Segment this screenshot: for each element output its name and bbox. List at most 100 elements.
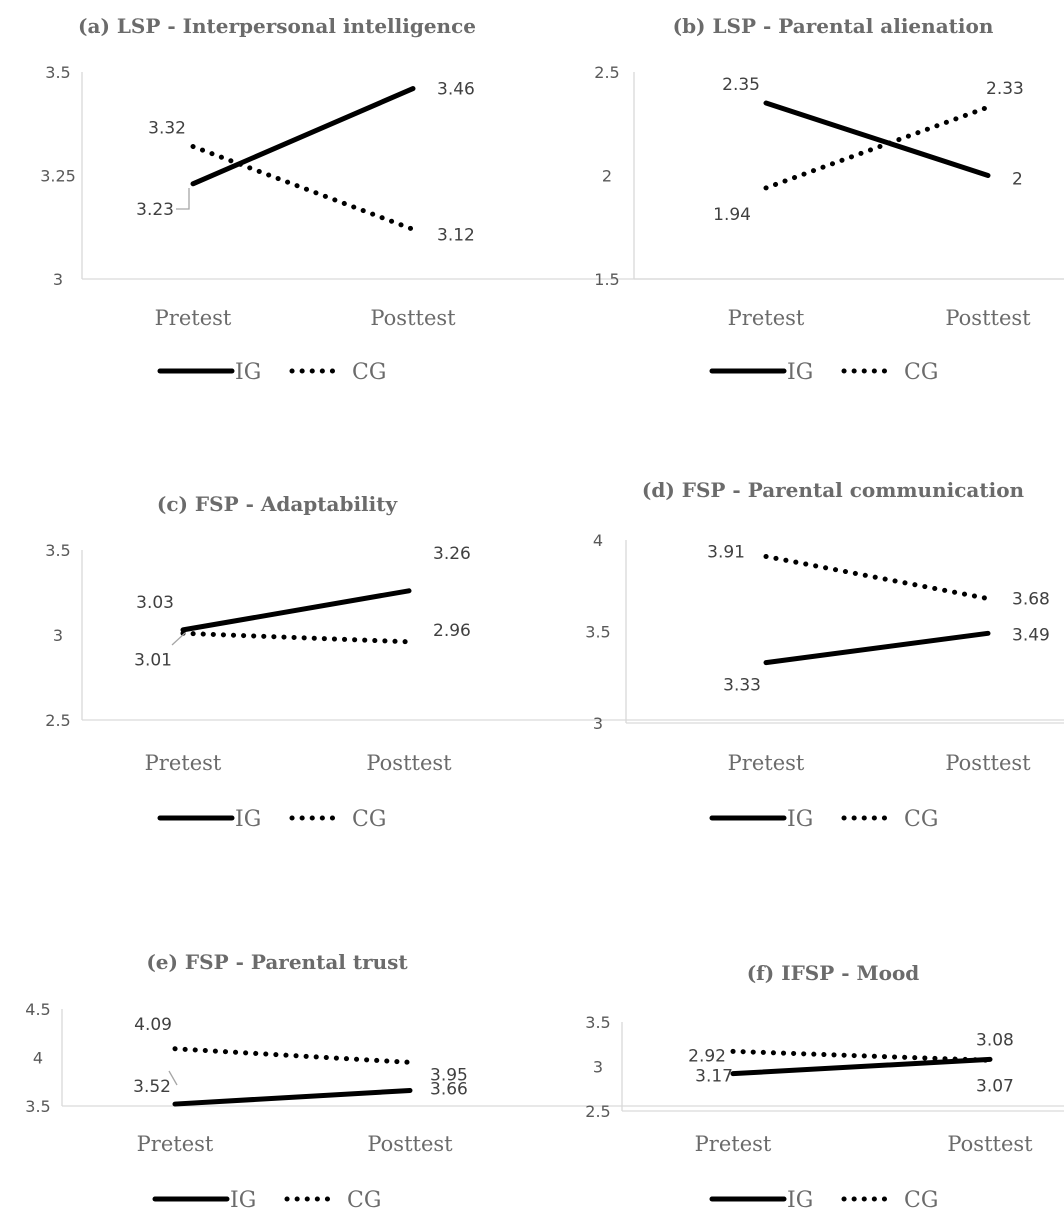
x-category-label: Pretest: [145, 751, 222, 775]
data-label: 3.07: [976, 1076, 1014, 1096]
chart-panel: (d) FSP - Parental communication 4 3.5 3 Pre…: [585, 478, 1064, 832]
chart-title: (b) LSP - Parental alienation: [673, 14, 994, 38]
legend-label-cg: CG: [904, 807, 938, 832]
series-line-cg: [190, 144, 416, 232]
legend-label-ig: IG: [235, 360, 261, 385]
legend: IG CG: [709, 807, 938, 832]
data-label: 2.92: [688, 1047, 726, 1067]
chart-panel: (a) LSP - Interpersonal intelligence 3.5 3…: [40, 14, 1064, 385]
x-category-label: Pretest: [137, 1132, 214, 1156]
data-label: 3.23: [136, 200, 174, 220]
chart-panel: (f) IFSP - Mood 3.5 3 2.5 Pretest Posttest 2.9…: [585, 961, 1064, 1213]
data-label: 3.33: [723, 676, 761, 696]
series-line-ig: [180, 588, 412, 633]
x-category-label: Pretest: [695, 1132, 772, 1156]
y-tick-label: 3: [593, 714, 603, 733]
y-tick-label: 3.5: [585, 1013, 610, 1032]
series-line-ig: [763, 100, 991, 178]
series-line-ig: [730, 1056, 993, 1077]
y-tick-label: 3: [593, 1058, 603, 1077]
chart-panel: (c) FSP - Adaptability 3.5 3 2.5 Pretest Post…: [45, 492, 1064, 832]
data-label: 2.33: [986, 79, 1024, 99]
data-label: 3.17: [695, 1066, 733, 1086]
data-label: 3.26: [433, 544, 471, 564]
label-leader-line: [176, 188, 190, 210]
data-label: 3.12: [437, 225, 475, 245]
data-label: 3.03: [136, 593, 174, 613]
data-label: 2.96: [433, 621, 471, 641]
x-category-label: Posttest: [370, 306, 456, 330]
y-tick-label: 3.5: [25, 1097, 50, 1116]
series-line-ig: [172, 1087, 413, 1107]
legend-label-cg: CG: [347, 1188, 381, 1213]
data-label: 2.35: [722, 75, 760, 95]
y-tick-label: 2.5: [594, 63, 619, 82]
data-label: 1.94: [713, 205, 751, 225]
data-label: 3.01: [134, 650, 172, 670]
x-category-label: Posttest: [945, 751, 1031, 775]
chart-title: (f) IFSP - Mood: [747, 961, 920, 985]
legend-label-ig: IG: [787, 360, 813, 385]
data-label: 3.32: [148, 119, 186, 139]
y-tick-label: 3: [53, 270, 63, 289]
data-label: 3.68: [1012, 590, 1050, 610]
legend-label-cg: CG: [352, 807, 386, 832]
x-category-label: Posttest: [945, 306, 1031, 330]
legend-label-ig: IG: [787, 1188, 813, 1213]
y-tick-label: 4.5: [25, 1000, 50, 1019]
y-tick-label: 2.5: [45, 711, 70, 730]
y-tick-label: 2: [602, 167, 612, 186]
series-line-ig: [763, 630, 991, 666]
legend: IG CG: [157, 360, 386, 385]
series-line-cg: [763, 553, 991, 602]
y-tick-label: 2.5: [585, 1102, 610, 1121]
data-label: 3.95: [430, 1065, 468, 1085]
legend: IG CG: [709, 360, 938, 385]
y-tick-label: 1.5: [594, 270, 619, 289]
data-label: 4.09: [134, 1015, 172, 1035]
x-category-label: Posttest: [947, 1132, 1033, 1156]
y-tick-label: 3.5: [45, 63, 70, 82]
legend: IG CG: [709, 1188, 938, 1213]
data-label: 2: [1012, 170, 1023, 190]
y-tick-label: 4: [33, 1049, 43, 1068]
y-tick-label: 4: [593, 531, 603, 550]
chart-panel: (e) FSP - Parental trust 4.5 4 3.5 Pretest Po…: [25, 950, 1064, 1213]
series-line-cg: [763, 104, 991, 191]
legend-label-cg: CG: [904, 360, 938, 385]
legend-label-ig: IG: [787, 807, 813, 832]
x-category-label: Pretest: [728, 751, 805, 775]
series-line-cg: [180, 630, 412, 645]
chart-title: (c) FSP - Adaptability: [157, 492, 399, 516]
data-label: 3.08: [976, 1030, 1014, 1050]
x-category-label: Posttest: [366, 751, 452, 775]
label-leader-line: [168, 1070, 178, 1086]
series-line-ig: [190, 86, 416, 187]
legend-label-cg: CG: [904, 1188, 938, 1213]
data-label: 3.91: [707, 542, 745, 562]
legend-label-ig: IG: [230, 1188, 256, 1213]
x-category-label: Pretest: [155, 306, 232, 330]
series-line-cg: [172, 1046, 413, 1065]
legend-label-cg: CG: [352, 360, 386, 385]
series-line-cg: [730, 1048, 993, 1063]
chart-panel: (b) LSP - Parental alienation 2.5 2 1.5 Pret…: [594, 14, 1064, 385]
legend-label-ig: IG: [235, 807, 261, 832]
y-tick-label: 3.5: [45, 541, 70, 560]
x-category-label: Posttest: [367, 1132, 453, 1156]
data-label: 3.66: [430, 1079, 468, 1099]
chart-title: (e) FSP - Parental trust: [146, 950, 408, 974]
data-label: 3.46: [437, 80, 475, 100]
y-tick-label: 3.25: [40, 167, 76, 186]
chart-title: (d) FSP - Parental communication: [642, 478, 1025, 502]
legend: IG CG: [157, 807, 386, 832]
y-tick-label: 3.5: [585, 623, 610, 642]
label-leader-line: [171, 632, 186, 646]
legend: IG CG: [152, 1188, 381, 1213]
x-category-label: Pretest: [728, 306, 805, 330]
chart-title: (a) LSP - Interpersonal intelligence: [78, 14, 476, 38]
data-label: 3.52: [133, 1077, 171, 1097]
data-label: 3.49: [1012, 625, 1050, 645]
y-tick-label: 3: [53, 626, 63, 645]
